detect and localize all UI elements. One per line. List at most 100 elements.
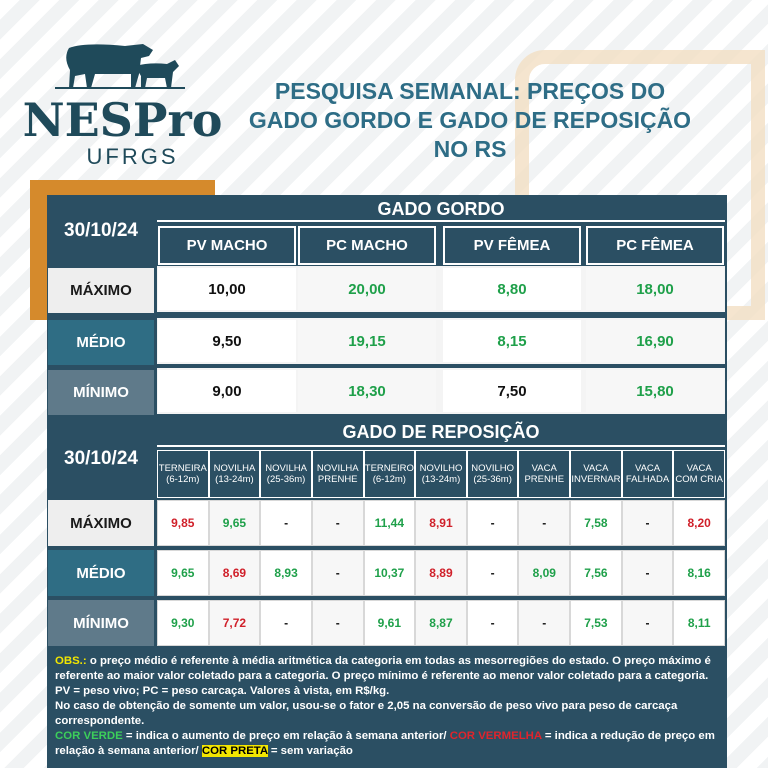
cell-value: 8,89: [415, 550, 467, 596]
logo-subtitle: UFRGS: [86, 144, 179, 169]
title-line: NO RS: [433, 135, 507, 162]
column-header-line: NOVILHA: [265, 463, 307, 474]
column-header-line: NOVILHO: [471, 463, 514, 474]
cell-value: 10,37: [363, 550, 416, 596]
cell-value: -: [311, 550, 364, 596]
column-header: VACA FALHADA: [621, 450, 674, 498]
cell-value: 16,90: [586, 320, 724, 362]
row-label: MÁXIMO: [48, 500, 154, 546]
date: 30/10/24: [48, 198, 154, 264]
cell-value: 18,30: [298, 370, 436, 412]
cell-value: 8,09: [518, 550, 571, 596]
row-label: MÉDIO: [48, 320, 154, 365]
cell-value: -: [466, 500, 519, 546]
column-header: VACA INVERNAR: [570, 450, 622, 498]
cell-value: 8,11: [673, 600, 725, 646]
cell-value: 7,58: [570, 500, 622, 546]
cell-value: -: [466, 550, 519, 596]
cell-value: 20,00: [298, 268, 436, 310]
cell-value: 9,00: [158, 370, 296, 412]
title: PESQUISA SEMANAL: PREÇOS DO GADO GORDO E …: [215, 74, 725, 166]
row-label: MÍNIMO: [48, 370, 154, 415]
column-header-line: VACA: [634, 463, 661, 474]
column-header-line: TERNEIRA: [158, 463, 207, 474]
cell-value: 18,00: [586, 268, 724, 310]
cell-value: -: [466, 600, 519, 646]
column-header: PC MACHO: [298, 226, 436, 265]
cell-value: 8,93: [260, 550, 312, 596]
cell-value: 9,61: [363, 600, 416, 646]
column-header-line: (13-24m): [215, 474, 254, 485]
note-text: = indica a redução de preço em relação à…: [55, 730, 715, 757]
date: 30/10/24: [48, 420, 154, 498]
column-header-line: COM CRIA: [675, 474, 723, 485]
cell-value: 7,50: [443, 370, 581, 412]
note-text: COR VERMELHA: [449, 730, 542, 742]
column-header: NOVILHO (13-24m): [415, 450, 467, 498]
cell-value: 10,00: [158, 268, 296, 310]
row-label: MÉDIO: [48, 550, 154, 596]
column-header: VACA PRENHE: [518, 450, 571, 498]
cell-value: 19,15: [298, 320, 436, 362]
column-header-line: (13-24m): [421, 474, 461, 485]
cell-value: 8,91: [415, 500, 467, 546]
row-label: MÍNIMO: [48, 600, 154, 646]
cell-value: 9,30: [157, 600, 209, 646]
note-text: = sem variação: [267, 745, 353, 757]
column-header: NOVILHO (25-36m): [466, 450, 519, 498]
title-line: PESQUISA SEMANAL: PREÇOS DO: [274, 77, 666, 104]
column-header-line: INVERNAR: [571, 474, 621, 485]
column-header: PV FÊMEA: [443, 226, 581, 265]
cell-value: -: [518, 500, 571, 546]
note-text: o preço médio é referente à média aritmé…: [55, 655, 711, 697]
note-paragraph: No caso de obtenção de somente um valor,…: [55, 699, 720, 729]
cell-value: 7,53: [570, 600, 622, 646]
column-header-line: VACA: [583, 463, 609, 474]
cell-value: -: [311, 600, 364, 646]
column-header: NOVILHA (13-24m): [208, 450, 261, 498]
column-header-line: NOVILHO: [419, 463, 463, 474]
cell-value: -: [621, 600, 674, 646]
cell-value: -: [311, 500, 364, 546]
cell-value: 9,65: [208, 500, 261, 546]
cell-value: -: [621, 500, 674, 546]
column-header: PC FÊMEA: [586, 226, 724, 265]
note-text: COR VERDE: [55, 730, 123, 742]
logo-cattle: [55, 44, 185, 89]
column-header-line: TERNEIRO: [364, 463, 414, 474]
note-paragraph: COR VERDE = indica o aumento de preço em…: [55, 729, 720, 759]
cell-value: 9,65: [157, 550, 209, 596]
note-text: = indica o aumento de preço em relação à…: [122, 730, 450, 742]
column-header: NOVILHA (25-36m): [260, 450, 312, 498]
cell-value: 8,15: [443, 320, 581, 362]
cell-value: -: [621, 550, 674, 596]
column-header: NOVILHA PRENHE: [311, 450, 364, 498]
column-header-line: VACA: [531, 463, 557, 474]
column-header: TERNEIRA (6-12m): [157, 450, 209, 498]
cell-value: -: [518, 600, 571, 646]
note-text: OBS.:: [55, 655, 87, 667]
column-header: TERNEIRO (6-12m): [363, 450, 416, 498]
cell-value: -: [260, 600, 312, 646]
cell-value: 8,20: [673, 500, 725, 546]
logo-title: NESPro: [22, 93, 223, 147]
title-line: GADO GORDO E GADO DE REPOSIÇÃO: [248, 106, 692, 133]
cell-value: 9,85: [157, 500, 209, 546]
column-header-line: NOVILHA: [213, 463, 256, 474]
cell-value: 8,80: [443, 268, 581, 310]
column-header-line: (25-36m): [266, 474, 306, 485]
row-label: MÁXIMO: [48, 268, 154, 313]
column-header-line: NOVILHA: [316, 463, 359, 474]
cell-value: -: [260, 500, 312, 546]
cell-value: 11,44: [363, 500, 416, 546]
column-header-line: PRENHE: [317, 474, 358, 485]
cell-value: 7,72: [208, 600, 261, 646]
column-header-line: (6-12m): [372, 474, 406, 485]
column-header: PV MACHO: [158, 226, 296, 265]
column-header-line: FALHADA: [625, 474, 670, 485]
column-header-line: (25-36m): [473, 474, 512, 485]
cell-value: 9,50: [158, 320, 296, 362]
note-paragraph: OBS.: o preço médio é referente à média …: [55, 654, 720, 699]
notes: OBS.: o preço médio é referente à média …: [55, 654, 720, 759]
